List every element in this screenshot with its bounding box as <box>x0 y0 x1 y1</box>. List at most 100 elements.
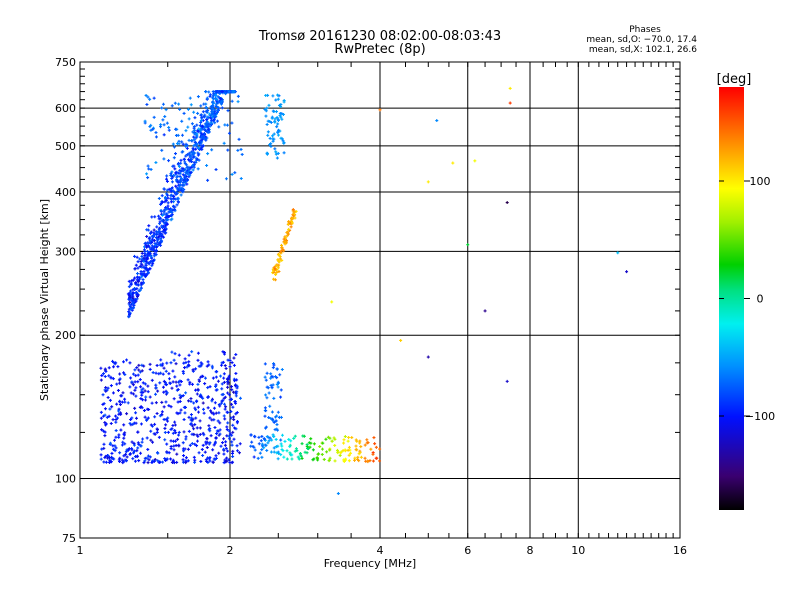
data-point <box>143 382 147 386</box>
data-point <box>269 372 273 376</box>
data-point <box>117 435 121 439</box>
data-point <box>253 448 257 452</box>
data-point <box>221 399 225 403</box>
data-point <box>280 444 284 448</box>
data-point <box>111 444 115 448</box>
data-point <box>221 441 225 445</box>
data-point <box>212 94 216 98</box>
data-point <box>158 414 162 418</box>
data-point <box>139 286 143 290</box>
data-point <box>178 179 182 183</box>
data-point <box>100 374 104 378</box>
data-point <box>161 102 165 106</box>
data-point <box>135 278 139 282</box>
data-point <box>268 119 272 123</box>
data-point <box>170 186 174 190</box>
data-point <box>328 456 332 460</box>
data-point <box>369 447 373 451</box>
data-point <box>171 424 175 428</box>
data-point <box>280 246 284 250</box>
data-point <box>159 358 163 362</box>
data-point <box>211 460 215 464</box>
data-point <box>199 146 203 150</box>
data-point <box>275 116 279 120</box>
data-point <box>374 445 378 449</box>
data-point <box>123 397 127 401</box>
data-point <box>213 440 217 444</box>
data-point <box>270 386 274 390</box>
data-point <box>153 215 157 219</box>
data-point <box>111 377 115 381</box>
data-point <box>276 258 280 262</box>
data-point <box>164 221 168 225</box>
data-point <box>127 447 131 451</box>
data-point <box>144 260 148 264</box>
data-point <box>221 90 225 94</box>
data-point <box>128 361 132 365</box>
data-point <box>205 446 209 450</box>
data-point <box>185 365 189 369</box>
data-point <box>160 400 164 404</box>
data-point <box>272 132 276 136</box>
data-point <box>114 446 118 450</box>
data-point <box>160 234 164 238</box>
data-point <box>158 220 162 224</box>
data-point <box>225 425 229 429</box>
data-point <box>215 432 219 436</box>
data-point <box>150 215 154 219</box>
data-point <box>146 461 150 465</box>
data-point <box>378 108 382 112</box>
data-point <box>172 358 176 362</box>
data-point <box>159 237 163 241</box>
data-point <box>137 442 141 446</box>
data-point <box>170 460 174 464</box>
data-point <box>190 122 194 126</box>
data-point <box>266 133 270 137</box>
data-point <box>143 249 147 253</box>
data-point <box>204 138 208 142</box>
data-point <box>136 446 140 450</box>
data-point <box>371 459 375 463</box>
x-tick-label: 1 <box>77 544 84 557</box>
data-point <box>276 385 280 389</box>
data-point <box>217 125 221 129</box>
data-point <box>165 212 169 216</box>
data-point <box>275 270 279 274</box>
data-point <box>159 371 163 375</box>
data-point <box>169 439 173 443</box>
data-point <box>147 261 151 265</box>
data-point <box>268 136 272 140</box>
data-point <box>102 442 106 446</box>
data-point <box>133 368 137 372</box>
data-point <box>150 260 154 264</box>
data-point <box>229 385 233 389</box>
data-point <box>136 266 140 270</box>
data-point <box>191 155 195 159</box>
data-point <box>213 457 217 461</box>
data-point <box>145 172 149 176</box>
data-point <box>103 407 107 411</box>
data-point <box>217 451 221 455</box>
data-point <box>220 387 224 391</box>
data-point <box>239 147 243 151</box>
data-point <box>194 136 198 140</box>
data-point <box>483 309 487 313</box>
data-point <box>214 370 218 374</box>
data-point <box>236 94 240 98</box>
data-point <box>173 205 177 209</box>
data-point <box>162 366 166 370</box>
data-point <box>150 244 154 248</box>
data-point <box>230 99 234 103</box>
data-point <box>204 440 208 444</box>
data-point <box>275 156 279 160</box>
data-point <box>103 367 107 371</box>
data-point <box>141 398 145 402</box>
data-point <box>208 459 212 463</box>
data-points <box>99 86 629 496</box>
data-point <box>473 159 477 163</box>
x-tick-label: 4 <box>377 544 384 557</box>
data-point <box>167 404 171 408</box>
data-point <box>268 436 272 440</box>
data-point <box>232 437 236 441</box>
data-point <box>273 147 277 151</box>
